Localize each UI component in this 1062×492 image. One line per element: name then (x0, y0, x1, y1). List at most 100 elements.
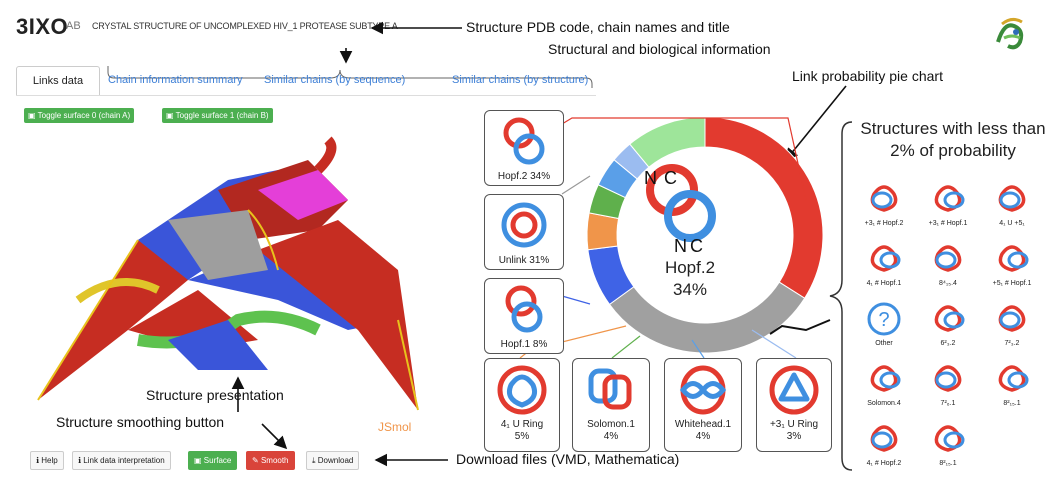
site-logo (996, 17, 1024, 50)
pie-center-n-2: N (674, 236, 687, 256)
pie-slice-other[interactable] (629, 116, 706, 168)
link-box-plus31-u-ring[interactable]: +3₁ U Ring 3% (756, 358, 832, 452)
toggle-surface-1-button[interactable]: ▣ Toggle surface 1 (chain B) (162, 108, 273, 123)
surface-button[interactable]: ▣ Surface (188, 451, 238, 470)
tab-bar: Links data Chain information summary Sim… (16, 66, 594, 96)
small-structure-item[interactable]: 8²₁₅.1 (916, 420, 980, 480)
knot-icon (870, 185, 898, 212)
knot-icon (998, 365, 1029, 392)
small-structure-label: 8⁴₁₅.4 (939, 280, 957, 287)
link-box-hopf2[interactable]: Hopf.2 34% (484, 110, 564, 186)
link-data-interpretation-button[interactable]: ℹ Link data interpretation (72, 451, 171, 470)
knot-icon (998, 245, 1029, 272)
small-structure-item[interactable]: 6²₃.2 (916, 300, 980, 360)
structure-title: Crystal structure of uncomplexed HIV_1 p… (92, 21, 398, 31)
unlink-knot-icon (501, 202, 547, 248)
pie-center-label: Hopf.2 (664, 258, 716, 277)
small-structure-label: 4₁ # Hopf.1 (866, 280, 902, 287)
info-icon: ℹ (78, 456, 84, 465)
annotation-structural-info: Structural and biological information (548, 41, 771, 57)
annotation-smoothing-button: Structure smoothing button (56, 414, 225, 430)
knot-icon (998, 185, 1026, 212)
small-structure-item[interactable]: Solomon.4 (852, 360, 916, 420)
structure-viewer[interactable] (18, 130, 458, 440)
small-structure-label: +3₁ # Hopf.2 (864, 220, 904, 227)
small-structures-grid: +3₁ # Hopf.2 +3₁ # Hopf.1 4₁ U +5₁ 4₁ # Hop… (852, 180, 1052, 480)
small-structure-label: 6²₃.2 (940, 340, 956, 347)
hopf1-knot-icon (505, 285, 543, 333)
brush-icon: ✎ (252, 456, 261, 465)
small-structure-label: 8²₁₅.1 (939, 460, 957, 467)
pie-center-c: C (664, 168, 677, 188)
small-structure-item[interactable]: 8⁴₁₅.4 (916, 240, 980, 300)
tab-links-data[interactable]: Links data (16, 66, 100, 95)
checkbox-icon: ▣ (28, 111, 38, 120)
tab-chain-information-summary[interactable]: Chain information summary (108, 74, 243, 86)
small-structure-label: Solomon.4 (867, 400, 901, 407)
link-box-hopf1[interactable]: Hopf.1 8% (484, 278, 564, 354)
small-structure-label: 4₁ U +5₁ (999, 220, 1025, 227)
small-structure-item[interactable]: 4₁ # Hopf.2 (852, 420, 916, 480)
knot-icon (870, 365, 901, 392)
less-than-2-heading: Structures with less than 2% of probabil… (860, 119, 1046, 160)
knot-icon (934, 365, 962, 392)
small-structure-label: 8²₁₅.1 (1003, 400, 1021, 407)
knot-icon (998, 305, 1026, 332)
small-structure-label: 7²₃.2 (1004, 340, 1020, 347)
pie-center-c-2: C (690, 236, 703, 256)
link-box-41-u-ring[interactable]: 4₁ U Ring 5% (484, 358, 560, 452)
hopf2-center-knot-icon (646, 164, 716, 242)
knot-icon (934, 185, 965, 212)
toggle-surface-0-button[interactable]: ▣ Toggle surface 0 (chain A) (24, 108, 135, 123)
tab-similar-chains-sequence[interactable]: Similar chains (by sequence) (264, 74, 406, 86)
small-structure-item[interactable]: +3₁ # Hopf.2 (852, 180, 916, 240)
smooth-button[interactable]: ✎ Smooth (246, 451, 295, 470)
annotation-pdb-title: Structure PDB code, chain names and titl… (466, 19, 730, 35)
annotation-structure-presentation: Structure presentation (146, 387, 284, 403)
small-structure-label: +5₁ # Hopf.1 (992, 280, 1032, 287)
small-structure-item[interactable]: +5₁ # Hopf.1 (980, 240, 1044, 300)
small-structure-item[interactable]: 7²₃.2 (980, 300, 1044, 360)
knot-icon (870, 425, 898, 452)
small-structure-label: 4₁ # Hopf.2 (866, 460, 902, 467)
hopf2-knot-icon (503, 117, 545, 165)
checkbox-icon: ▣ (194, 456, 204, 465)
small-structure-item[interactable]: 8²₁₅.1 (980, 360, 1044, 420)
chain-names: AB (66, 20, 81, 32)
small-structure-label: +3₁ # Hopf.1 (928, 220, 968, 227)
svg-text:?: ? (878, 309, 889, 331)
small-structure-item[interactable]: 4₁ # Hopf.1 (852, 240, 916, 300)
help-button[interactable]: ℹ Help (30, 451, 64, 470)
knot-icon (934, 305, 965, 332)
knot-icon (870, 245, 901, 272)
small-structure-item[interactable]: ? Other (852, 300, 916, 360)
knot-icon (934, 425, 965, 452)
tab-similar-chains-structure[interactable]: Similar chains (by structure) (452, 74, 589, 86)
link-probability-pie-chart[interactable] (580, 110, 830, 360)
pie-center-n: N (644, 168, 657, 188)
question-mark-icon: ? (867, 302, 901, 336)
pie-center-percent: 34% (672, 280, 708, 299)
pdb-code: 3IXO (16, 14, 69, 39)
link-box-whitehead1[interactable]: Whitehead.1 4% (664, 358, 742, 452)
knot-icon (934, 245, 962, 272)
small-structure-label: 7²₆.1 (940, 400, 956, 407)
41-u-ring-knot-icon (497, 365, 547, 415)
solomon1-knot-icon (588, 368, 632, 410)
annotation-download-files: Download files (VMD, Mathematica) (456, 451, 680, 467)
plus31-u-ring-knot-icon (769, 365, 819, 415)
link-box-unlink[interactable]: Unlink 31% (484, 194, 564, 270)
jsmol-watermark: JSmol (378, 420, 412, 434)
checkbox-icon: ▣ (166, 111, 176, 120)
small-structure-item[interactable]: 7²₆.1 (916, 360, 980, 420)
link-box-solomon1[interactable]: Solomon.1 4% (572, 358, 650, 452)
small-structure-item[interactable]: 4₁ U +5₁ (980, 180, 1044, 240)
download-button[interactable]: ⤓ Download (306, 451, 360, 470)
small-structure-label: Other (875, 340, 893, 347)
whitehead1-knot-icon (679, 365, 727, 415)
tab-divider (16, 95, 596, 96)
info-icon: ℹ (36, 456, 42, 465)
small-structure-item[interactable]: +3₁ # Hopf.1 (916, 180, 980, 240)
annotation-pie-chart: Link probability pie chart (792, 68, 943, 84)
